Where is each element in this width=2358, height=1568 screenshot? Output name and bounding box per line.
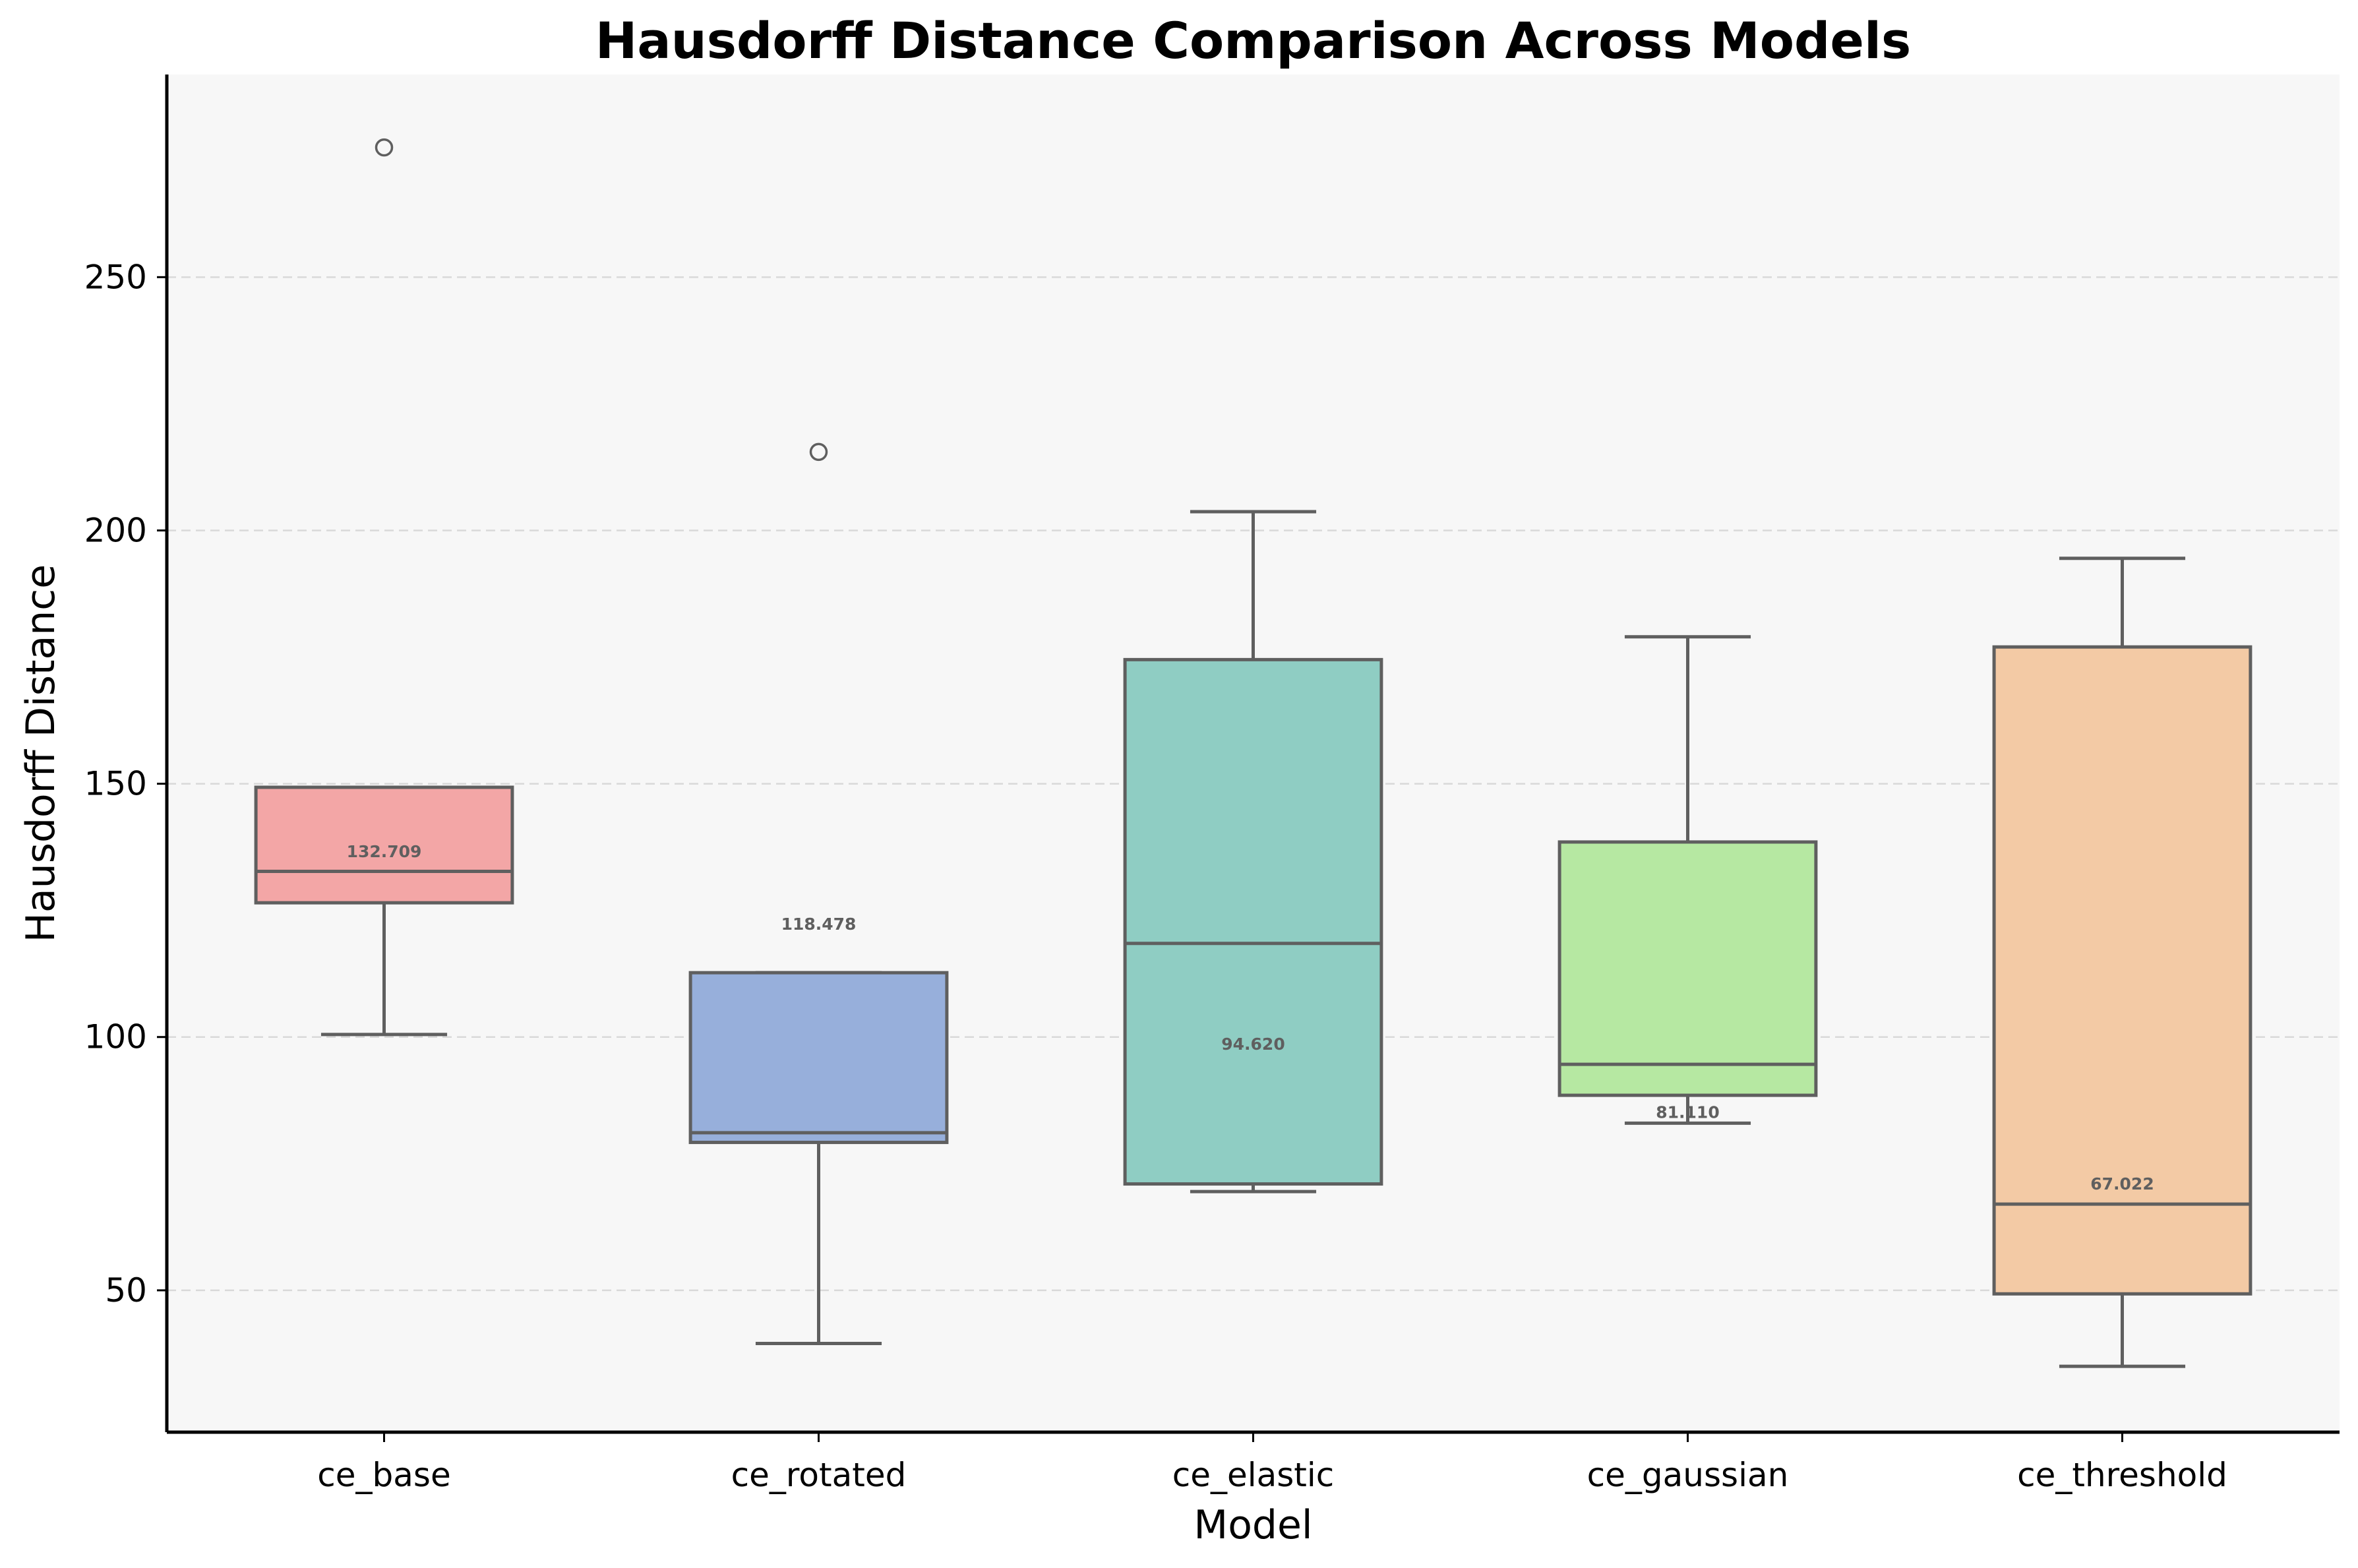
iqr-box-ce_threshold [1992, 645, 2252, 1296]
iqr-box-ce_rotated [688, 971, 949, 1145]
x-axis-label: Model [1194, 1502, 1312, 1548]
iqr-box-ce_gaussian [1557, 840, 1818, 1097]
median-label-ce_base: 132.709 [347, 842, 422, 861]
x-tick-label-ce_base: ce_base [317, 1456, 450, 1494]
chart-title: Hausdorff Distance Comparison Across Mod… [595, 11, 1911, 70]
box-ce_gaussian [1557, 635, 1818, 1125]
box-ce_rotated [688, 442, 949, 1346]
outlier-point-ce_rotated-0 [809, 442, 828, 462]
iqr-box-ce_elastic [1123, 657, 1383, 1186]
box-ce_base [254, 138, 514, 1037]
median-value-labels: 132.709 118.478 94.620 81.110 67.022 [347, 842, 2154, 1193]
outlier-point-ce_base-0 [375, 138, 394, 157]
box-ce_threshold [1992, 557, 2252, 1368]
y-tick-label-250: 250 [84, 258, 147, 296]
median-label-ce_elastic: 94.620 [1221, 1035, 1285, 1054]
y-tick-label-150: 150 [84, 765, 147, 803]
axes: 50 100 150 200 250 ce_base ce_rotated ce_elasti… [84, 75, 2340, 1494]
y-axis-label: Hausdorff Distance [18, 564, 64, 942]
median-label-ce_rotated: 118.478 [781, 915, 857, 934]
y-tick-label-200: 200 [84, 511, 147, 549]
x-tick-label-ce_rotated: ce_rotated [731, 1456, 907, 1494]
box-ce_elastic [1123, 510, 1383, 1193]
x-tick-label-ce_elastic: ce_elastic [1172, 1456, 1335, 1494]
iqr-box-ce_base [254, 785, 514, 905]
y-tick-label-100: 100 [84, 1018, 147, 1056]
x-tick-label-ce_threshold: ce_threshold [2017, 1456, 2227, 1494]
median-label-ce_threshold: 67.022 [2090, 1174, 2154, 1193]
box-series [254, 138, 2252, 1368]
x-tick-label-ce_gaussian: ce_gaussian [1587, 1456, 1789, 1494]
y-tick-label-50: 50 [105, 1271, 147, 1310]
median-label-ce_gaussian: 81.110 [1656, 1103, 1719, 1122]
